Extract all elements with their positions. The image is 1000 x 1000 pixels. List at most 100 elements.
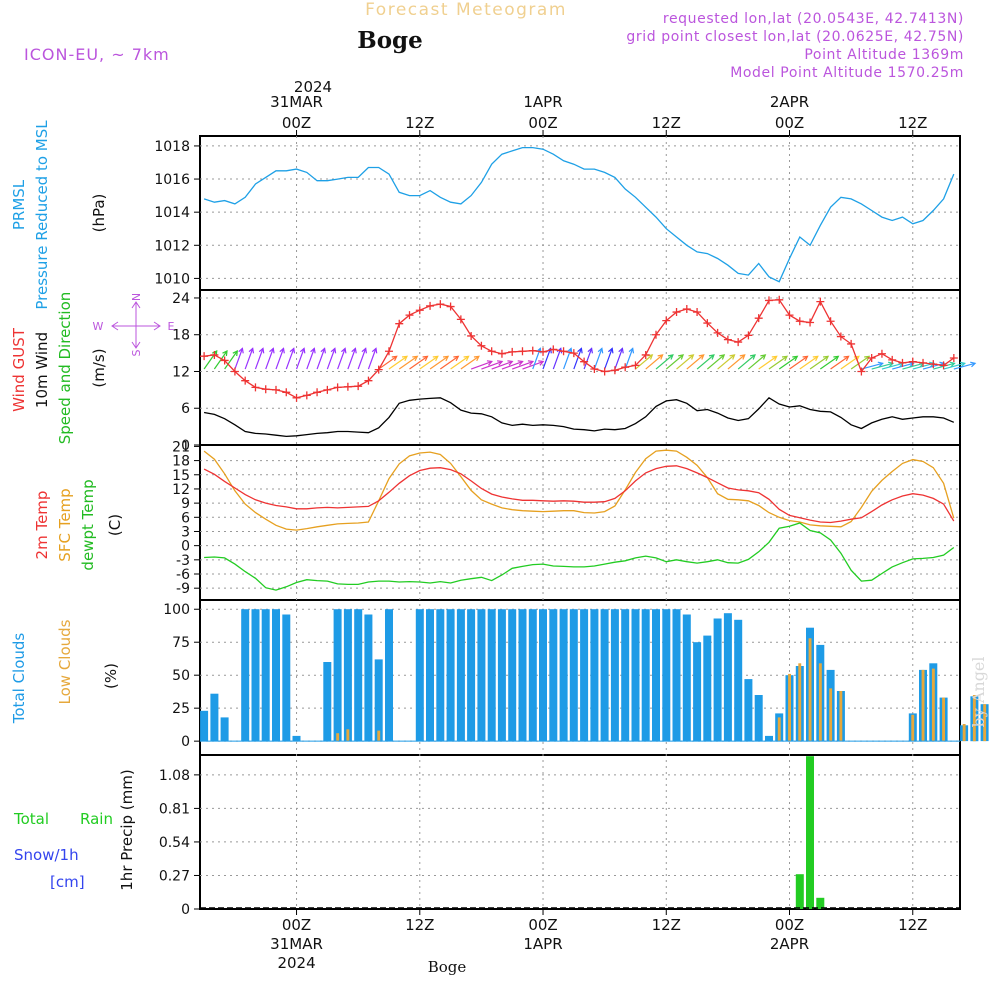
low-cloud-bar bbox=[829, 688, 833, 742]
y-tick-label: 1.08 bbox=[159, 768, 190, 784]
gust-marker bbox=[744, 331, 753, 340]
wind-arrow bbox=[347, 348, 356, 370]
gust-line bbox=[204, 299, 955, 399]
y-tick-label: 1014 bbox=[154, 205, 190, 221]
low-cloud-bar bbox=[962, 724, 966, 742]
rain-bar bbox=[806, 756, 814, 909]
low-clouds-label: Low Clouds bbox=[56, 619, 74, 704]
total-cloud-bar bbox=[323, 662, 332, 742]
total-cloud-bar bbox=[220, 717, 229, 742]
precip-total-label: Total bbox=[13, 810, 49, 828]
total-cloud-bar bbox=[508, 609, 517, 742]
y-tick-labels: 1010101210141016101806121824-9-6-3036912… bbox=[154, 139, 190, 918]
precip-rain-label: Rain bbox=[80, 810, 113, 828]
gust-marker bbox=[898, 358, 907, 367]
gust-marker bbox=[487, 347, 496, 356]
wind-arrow bbox=[234, 348, 244, 370]
low-cloud-bar bbox=[336, 733, 340, 742]
y-tick-label: 9 bbox=[181, 496, 190, 512]
wind-arrow-head bbox=[310, 347, 316, 354]
gust-marker bbox=[693, 308, 702, 317]
total-cloud-bar bbox=[333, 609, 342, 742]
point-altitude: Point Altitude 1369m bbox=[804, 47, 964, 63]
gust-marker bbox=[354, 382, 363, 391]
wind-arrow-head bbox=[833, 355, 840, 362]
pressure-panel bbox=[199, 135, 961, 291]
total-cloud-bar bbox=[272, 609, 280, 742]
gust-marker bbox=[210, 350, 219, 359]
total-cloud-bar bbox=[292, 735, 301, 742]
total-cloud-bar bbox=[477, 609, 486, 742]
wind-arrow bbox=[491, 360, 513, 370]
low-cloud-bar bbox=[972, 695, 976, 742]
wind-arrow-head bbox=[401, 355, 409, 362]
wind-arrow-head bbox=[486, 360, 493, 366]
total-cloud-bar bbox=[200, 710, 209, 742]
wind-arrow bbox=[409, 355, 428, 370]
time-tick-label-bottom: 31MAR bbox=[270, 935, 323, 953]
wind-arrow bbox=[326, 348, 336, 370]
total-cloud-bar bbox=[569, 609, 578, 742]
time-tick-label-bottom: 00Z bbox=[528, 916, 557, 934]
wind-arrow bbox=[706, 354, 725, 370]
gust-marker bbox=[292, 393, 301, 402]
wind-arrow-head bbox=[232, 349, 239, 357]
gust-marker bbox=[343, 382, 352, 391]
wind-arrow-head bbox=[371, 347, 378, 354]
wind-arrow-head bbox=[781, 355, 789, 362]
wind-arrow-head bbox=[949, 361, 956, 368]
gust-marker bbox=[682, 304, 691, 313]
y-tick-label: 0.81 bbox=[159, 801, 190, 817]
gust-marker bbox=[754, 314, 763, 323]
gust-marker bbox=[590, 365, 599, 374]
total-cloud-bar bbox=[282, 614, 291, 742]
gust-marker bbox=[518, 347, 527, 356]
gust-marker bbox=[939, 361, 948, 370]
y-tick-label: 100 bbox=[163, 602, 190, 618]
total-cloud-bar bbox=[723, 613, 732, 742]
time-tick-label-top: 00Z bbox=[528, 114, 557, 132]
wind-arrow bbox=[265, 348, 274, 370]
wind-arrow-head bbox=[269, 347, 275, 354]
total-cloud-bar bbox=[467, 609, 476, 742]
time-tick-label-top: 1APR bbox=[523, 93, 562, 111]
wind-arrow bbox=[768, 355, 788, 370]
gust-marker bbox=[785, 311, 794, 320]
gust-marker bbox=[251, 383, 260, 392]
wind-arrow-head bbox=[341, 347, 347, 354]
wind-arrow-head bbox=[566, 347, 573, 354]
total-cloud-bar bbox=[754, 695, 763, 742]
wind-arrow bbox=[758, 355, 778, 370]
gust-marker bbox=[456, 315, 465, 324]
wind-arrow bbox=[573, 348, 582, 370]
wind-arrow bbox=[522, 360, 544, 370]
wind-arrow-head bbox=[970, 361, 977, 368]
total-cloud-bar bbox=[446, 609, 455, 742]
wind-arrow-head bbox=[463, 355, 470, 362]
low-cloud-bar bbox=[983, 704, 987, 742]
total-cloud-bar bbox=[343, 609, 352, 742]
wind-arrow-head bbox=[361, 347, 367, 354]
wind-unit: (m/s) bbox=[90, 348, 108, 387]
total-cloud-bar bbox=[693, 642, 702, 742]
chart-marks bbox=[200, 146, 989, 909]
total-cloud-bar bbox=[734, 619, 743, 742]
temp-2m-label: 2m Temp bbox=[33, 491, 51, 560]
wind-arrow-head bbox=[864, 355, 871, 362]
precip-cm-label: [cm] bbox=[50, 873, 85, 891]
gust-marker bbox=[241, 376, 250, 385]
cloud-panel bbox=[199, 599, 961, 756]
gust-marker bbox=[723, 335, 732, 344]
total-cloud-bar bbox=[765, 735, 773, 742]
time-tick-label-top: 00Z bbox=[282, 114, 311, 132]
gridpoint-coords: grid point closest lon,lat (20.0625E, 42… bbox=[626, 29, 964, 45]
gust-marker bbox=[220, 356, 229, 365]
y-tick-label: 6 bbox=[181, 510, 190, 526]
total-cloud-bar bbox=[600, 609, 609, 742]
sfc-temp-line bbox=[203, 449, 955, 531]
location-title: Boge bbox=[357, 27, 423, 54]
wind-arrow-head bbox=[739, 354, 746, 360]
time-tick-label-bottom: 12Z bbox=[652, 916, 681, 934]
gust-marker bbox=[775, 295, 784, 304]
gust-marker bbox=[282, 388, 291, 397]
